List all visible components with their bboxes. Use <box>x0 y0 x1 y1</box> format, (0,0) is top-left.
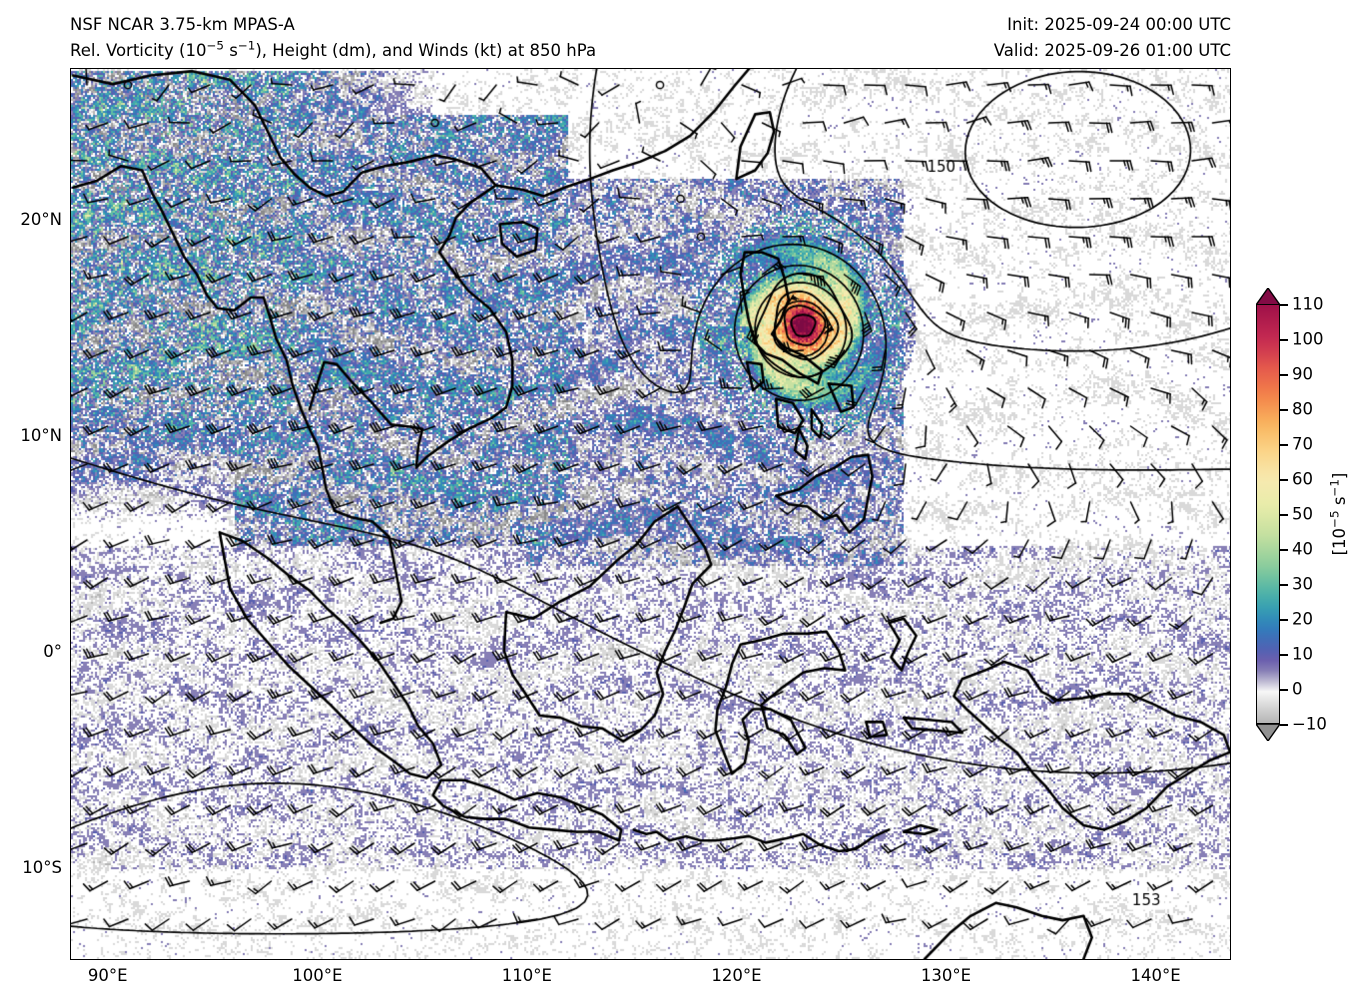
field-title-mid: s <box>223 41 238 60</box>
colorbar-tick-label-50: 50 <box>1292 504 1313 524</box>
init-time: Init: 2025-09-24 00:00 UTC <box>1007 15 1231 34</box>
colorbar-tick-mark-40 <box>1280 549 1288 551</box>
vorticity-wind-map-canvas <box>71 69 1230 959</box>
colorbar-tick-mark-110 <box>1280 304 1288 306</box>
cb-unit-sup2: −1 <box>1327 479 1342 497</box>
colorbar-tick-label-90: 90 <box>1292 364 1313 384</box>
colorbar-tick-mark-30 <box>1280 584 1288 586</box>
colorbar-tick-mark-0 <box>1280 689 1288 691</box>
colorbar-tick-mark-70 <box>1280 444 1288 446</box>
colorbar-tick-label-0: 0 <box>1292 679 1303 699</box>
colorbar-gradient[interactable] <box>1256 304 1280 724</box>
colorbar-under-arrow <box>1256 724 1280 741</box>
cb-unit-sup1: −5 <box>1327 510 1342 528</box>
valid-time: Valid: 2025-09-26 01:00 UTC <box>993 41 1231 60</box>
colorbar-unit-label: [10−5 s−1] <box>1327 472 1350 556</box>
y-tick-10°N: 10°N <box>20 426 62 446</box>
field-title-pre: Rel. Vorticity (10 <box>70 41 207 60</box>
colorbar-tick-mark-10 <box>1280 654 1288 656</box>
colorbar-tick-mark-20 <box>1280 619 1288 621</box>
field-title-sup1: −5 <box>206 38 224 53</box>
colorbar-tick-mark-60 <box>1280 479 1288 481</box>
colorbar-tick-label-40: 40 <box>1292 539 1313 559</box>
colorbar-tick-label-100: 100 <box>1292 329 1324 349</box>
header-right: Init: 2025-09-24 00:00 UTC Valid: 2025-0… <box>994 12 1231 64</box>
colorbar-tick-label-70: 70 <box>1292 434 1313 454</box>
x-tick-130°E: 130°E <box>920 966 972 985</box>
field-title: Rel. Vorticity (10−5 s−1), Height (dm), … <box>70 38 596 64</box>
y-tick-0°: 0° <box>43 642 62 662</box>
map-plot-area[interactable] <box>70 68 1231 960</box>
colorbar-tick-label-30: 30 <box>1292 574 1313 594</box>
y-tick-20°N: 20°N <box>20 210 62 230</box>
cb-unit-pre: [10 <box>1330 527 1349 556</box>
colorbar-tick-mark-100 <box>1280 339 1288 341</box>
header-left: NSF NCAR 3.75-km MPAS-A Rel. Vorticity (… <box>70 12 596 64</box>
x-tick-100°E: 100°E <box>292 966 343 985</box>
field-title-sup2: −1 <box>237 38 256 53</box>
colorbar[interactable]: 110 100 90 80 70 60 50 40 30 20 10 0 −10 [10−5 s−1] <box>1256 288 1368 741</box>
colorbar-tick-label-80: 80 <box>1292 399 1313 419</box>
x-tick-120°E: 120°E <box>711 966 762 985</box>
colorbar-tick-label-10: 10 <box>1292 644 1313 664</box>
colorbar-tick-label--10: −10 <box>1292 714 1327 734</box>
colorbar-over-arrow <box>1256 288 1280 305</box>
cb-unit-post: ] <box>1330 472 1349 480</box>
cb-unit-mid: s <box>1330 496 1349 511</box>
y-tick-10°S: 10°S <box>22 858 62 878</box>
model-title: NSF NCAR 3.75-km MPAS-A <box>70 15 295 34</box>
colorbar-tick-mark-80 <box>1280 409 1288 411</box>
x-tick-90°E: 90°E <box>87 966 128 985</box>
x-tick-140°E: 140°E <box>1130 966 1181 985</box>
colorbar-tick-mark-90 <box>1280 374 1288 376</box>
colorbar-tick-label-20: 20 <box>1292 609 1313 629</box>
colorbar-tick-label-110: 110 <box>1292 294 1324 314</box>
x-tick-110°E: 110°E <box>501 966 552 985</box>
colorbar-tick-label-60: 60 <box>1292 469 1313 489</box>
colorbar-tick-mark-50 <box>1280 514 1288 516</box>
colorbar-tick-mark--10 <box>1280 724 1288 726</box>
field-title-post: ), Height (dm), and Winds (kt) at 850 hP… <box>255 41 597 60</box>
